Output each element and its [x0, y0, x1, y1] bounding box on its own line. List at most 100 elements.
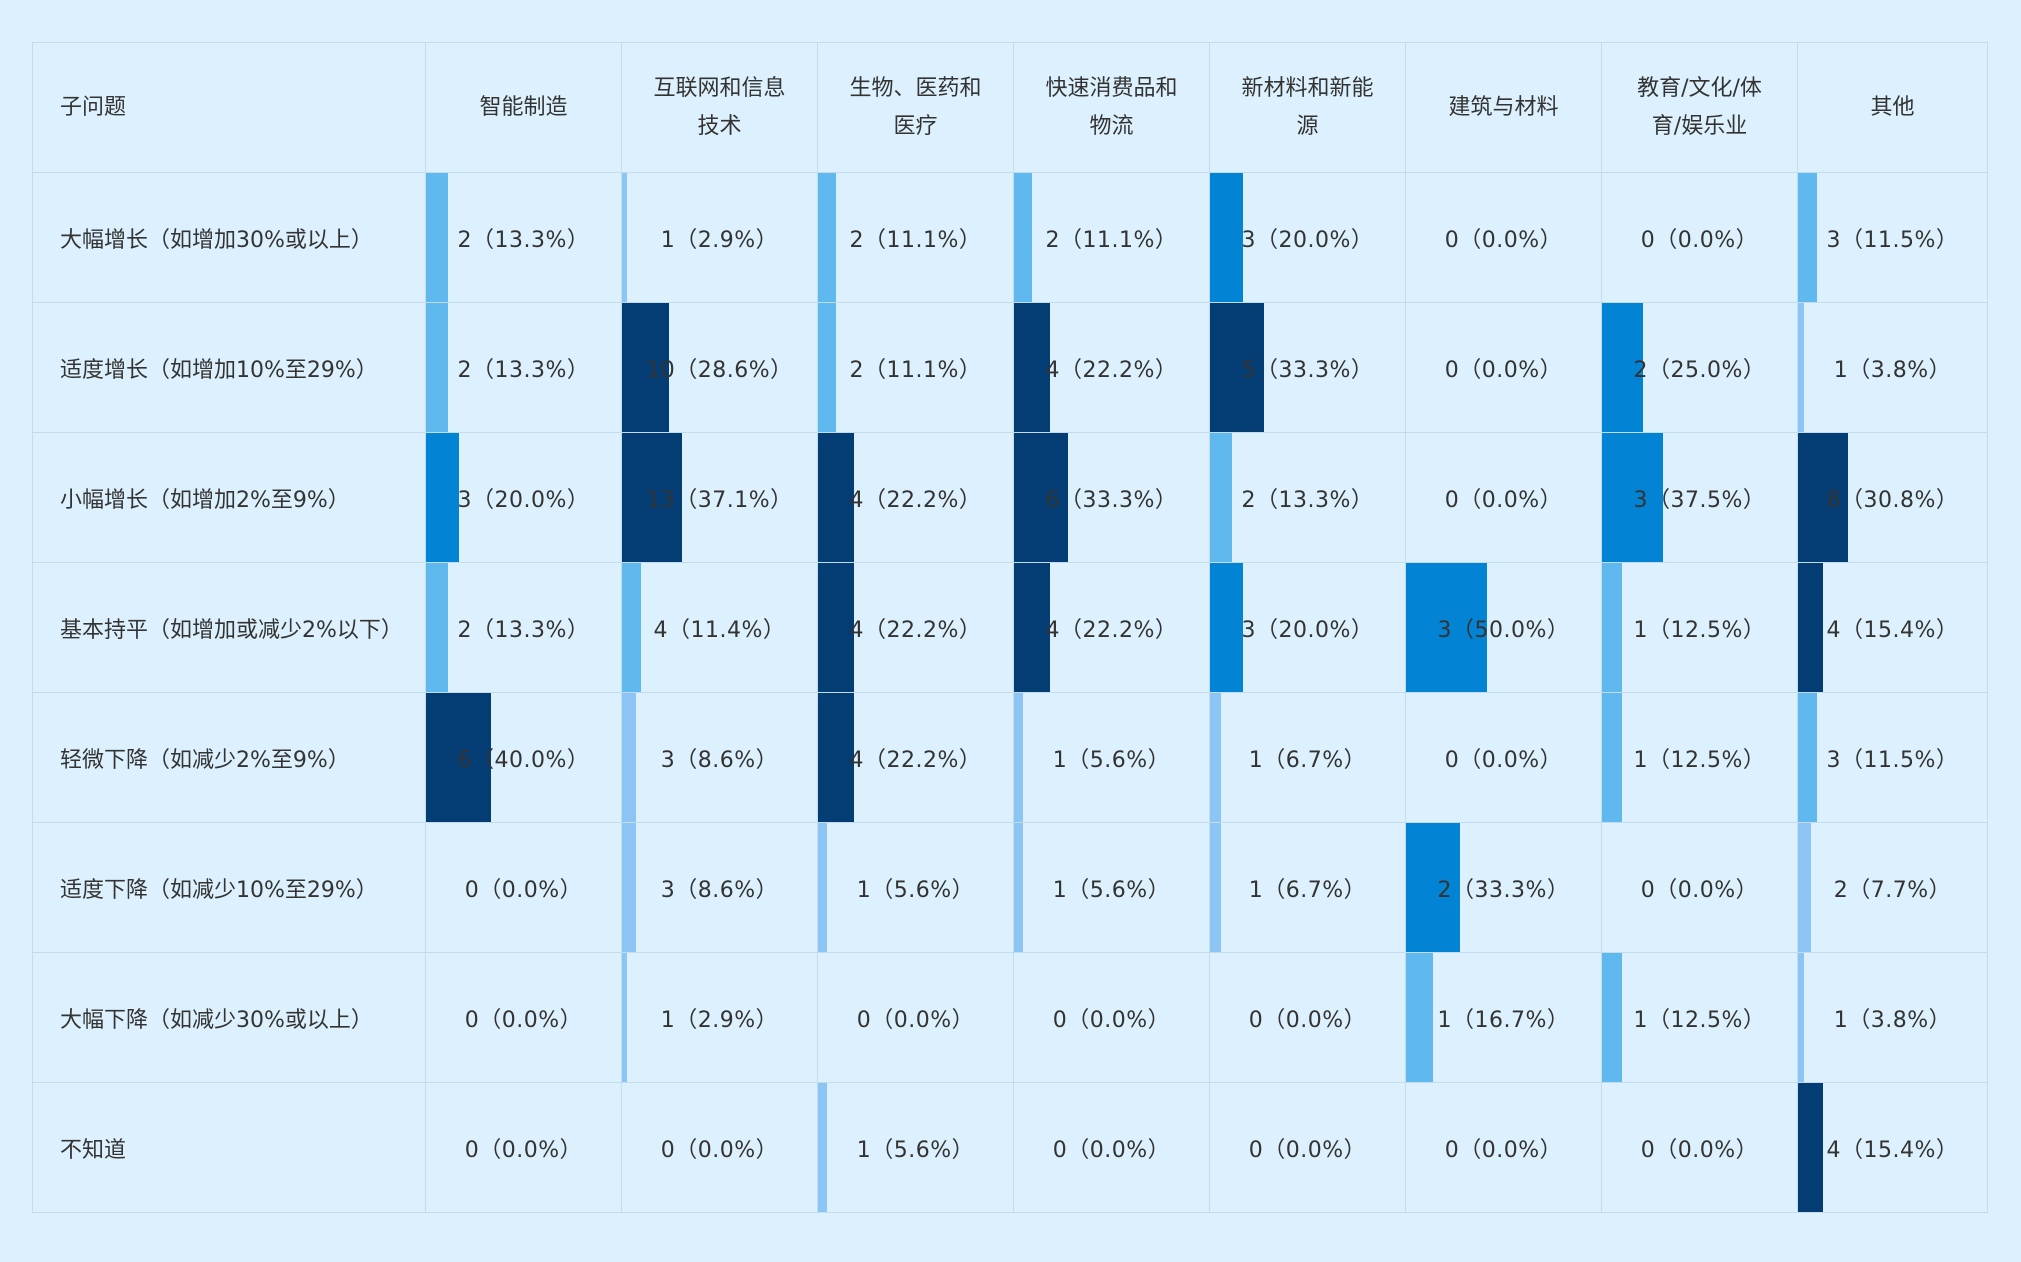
data-cell: 1（2.9%） [621, 172, 818, 303]
cell-bar [622, 303, 669, 432]
row-label: 大幅增长（如增加30%或以上） [32, 172, 426, 303]
cell-value: 4（22.2%） [1045, 617, 1178, 643]
data-cell: 4（22.2%） [1013, 302, 1210, 433]
data-cell: 0（0.0%） [425, 952, 622, 1083]
column-header: 建筑与材料 [1405, 42, 1602, 173]
cell-bar [1210, 303, 1265, 432]
cell-bar [1602, 953, 1623, 1082]
cell-value: 0（0.0%） [1444, 747, 1563, 773]
data-cell: 1（12.5%） [1601, 562, 1798, 693]
data-cell: 2（13.3%） [1209, 432, 1406, 563]
cell-bar [1406, 953, 1434, 1082]
cell-bar [1210, 563, 1243, 692]
cell-value: 0（0.0%） [1444, 1137, 1563, 1163]
cell-value: 1（3.8%） [1833, 357, 1952, 383]
cell-bar [1210, 173, 1243, 302]
cell-value: 6（33.3%） [1045, 487, 1178, 513]
cell-bar [818, 563, 855, 692]
data-cell: 0（0.0%） [1405, 692, 1602, 823]
row-label: 大幅下降（如减少30%或以上） [32, 952, 426, 1083]
row-label: 适度增长（如增加10%至29%） [32, 302, 426, 433]
data-cell: 8（30.8%） [1797, 432, 1988, 563]
data-cell: 1（3.8%） [1797, 952, 1988, 1083]
cell-value: 8（30.8%） [1826, 487, 1959, 513]
cell-value: 3（37.5%） [1633, 487, 1766, 513]
cell-value: 2（25.0%） [1633, 357, 1766, 383]
data-cell: 4（11.4%） [621, 562, 818, 693]
column-header-label: 生物、医药和医疗 [849, 75, 982, 139]
data-cell: 0（0.0%） [1013, 952, 1210, 1083]
data-cell: 1（3.8%） [1797, 302, 1988, 433]
column-header-label: 新材料和新能源 [1241, 75, 1374, 139]
cell-bar [622, 953, 627, 1082]
cell-value: 3（11.5%） [1826, 747, 1959, 773]
cell-bar [1798, 433, 1849, 562]
cell-value: 1（5.6%） [856, 1137, 975, 1163]
cell-bar [1798, 953, 1805, 1082]
column-header: 新材料和新能源 [1209, 42, 1406, 173]
cell-value: 1（12.5%） [1633, 747, 1766, 773]
cell-bar [1602, 433, 1663, 562]
column-header-label: 互联网和信息技术 [653, 75, 786, 139]
data-cell: 0（0.0%） [817, 952, 1014, 1083]
row-label: 不知道 [32, 1082, 426, 1213]
cell-value: 3（20.0%） [457, 487, 590, 513]
cell-value: 1（3.8%） [1833, 1007, 1952, 1033]
cell-value: 3（11.5%） [1826, 227, 1959, 253]
column-header-label: 快速消费品和物流 [1045, 75, 1178, 139]
cell-bar [426, 303, 448, 432]
cell-value: 1（2.9%） [660, 227, 779, 253]
data-cell: 0（0.0%） [1405, 302, 1602, 433]
cell-value: 1（5.6%） [1052, 877, 1171, 903]
data-cell: 0（0.0%） [621, 1082, 818, 1213]
data-cell: 1（12.5%） [1601, 952, 1798, 1083]
cell-value: 2（13.3%） [457, 227, 590, 253]
cell-value: 2（13.3%） [1241, 487, 1374, 513]
data-cell: 3（37.5%） [1601, 432, 1798, 563]
cell-bar [818, 433, 855, 562]
data-cell: 0（0.0%） [1209, 1082, 1406, 1213]
row-label: 轻微下降（如减少2%至9%） [32, 692, 426, 823]
cell-value: 10（28.6%） [646, 357, 793, 383]
cell-value: 1（12.5%） [1633, 617, 1766, 643]
cell-bar [426, 693, 492, 822]
cell-bar [622, 693, 636, 822]
table-body: 大幅增长（如增加30%或以上） 2（13.3%） 1（2.9%） 2（11.1%） 2（… [32, 172, 1988, 1213]
cell-bar [1014, 303, 1051, 432]
data-table: 子问题 智能制造 互联网和信息技术 生物、医药和医疗 快速消费品和物流 新材料和新能源 建筑… [32, 42, 1988, 1213]
cell-bar [1014, 823, 1024, 952]
cell-bar [1798, 823, 1811, 952]
cell-bar [1602, 563, 1623, 692]
cell-value: 4（22.2%） [849, 617, 982, 643]
data-cell: 3（20.0%） [425, 432, 622, 563]
data-cell: 1（5.6%） [1013, 692, 1210, 823]
cell-value: 0（0.0%） [660, 1137, 779, 1163]
cell-value: 3（8.6%） [660, 747, 779, 773]
column-header-label: 教育/文化/体育/娱乐业 [1637, 75, 1762, 139]
cell-bar [622, 823, 636, 952]
table-row: 基本持平（如增加或减少2%以下） 2（13.3%） 4（11.4%） 4（22.2%）… [32, 562, 1988, 693]
column-header: 互联网和信息技术 [621, 42, 818, 173]
cell-value: 3（8.6%） [660, 877, 779, 903]
data-cell: 4（15.4%） [1797, 1082, 1988, 1213]
data-cell: 3（8.6%） [621, 692, 818, 823]
column-header: 教育/文化/体育/娱乐业 [1601, 42, 1798, 173]
column-header: 智能制造 [425, 42, 622, 173]
row-label: 基本持平（如增加或减少2%以下） [32, 562, 426, 693]
cell-value: 2（11.1%） [849, 227, 982, 253]
data-cell: 1（5.6%） [817, 1082, 1014, 1213]
data-cell: 6（33.3%） [1013, 432, 1210, 563]
cell-value: 1（5.6%） [1052, 747, 1171, 773]
cell-value: 0（0.0%） [856, 1007, 975, 1033]
row-label: 适度下降（如减少10%至29%） [32, 822, 426, 953]
table-row: 适度下降（如减少10%至29%） 0（0.0%） 3（8.6%） 1（5.6%） 1（5… [32, 822, 1988, 953]
cell-bar [622, 433, 683, 562]
cell-bar [1210, 693, 1221, 822]
data-cell: 1（6.7%） [1209, 692, 1406, 823]
data-cell: 4（22.2%） [817, 432, 1014, 563]
cell-bar [426, 563, 448, 692]
cell-bar [1014, 433, 1069, 562]
data-cell: 4（22.2%） [817, 692, 1014, 823]
cell-bar [1014, 173, 1033, 302]
column-header-label: 智能制造 [479, 94, 568, 120]
